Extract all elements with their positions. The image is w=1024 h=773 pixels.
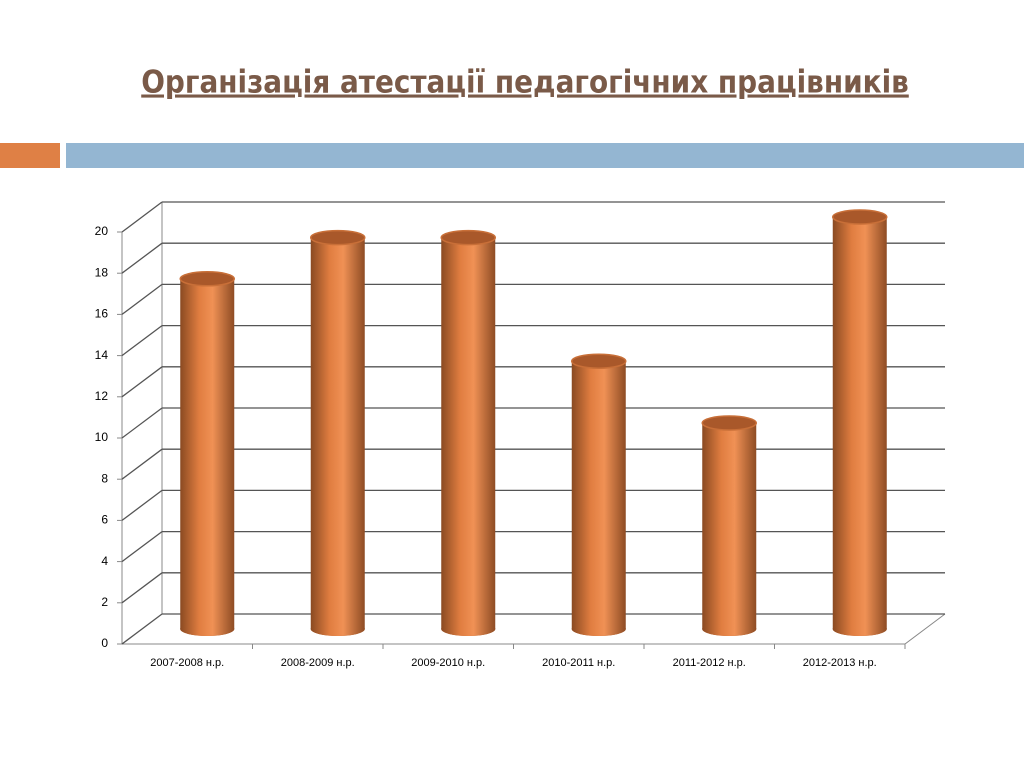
bar [702,423,757,629]
y-tick-label: 12 [95,389,109,403]
y-tick-label: 8 [101,471,108,485]
bar-base [180,622,235,636]
bar-top [440,229,496,246]
y-tick-label: 10 [95,430,109,444]
grid-line [121,613,163,645]
floor-edge [122,613,946,645]
bar-base [832,622,887,636]
grid-line [121,489,163,521]
y-tick-label: 14 [95,348,109,362]
x-tick-label: 2012-2013 н.р. [803,657,877,669]
y-tick-label: 20 [95,224,109,238]
y-tick-label: 4 [101,554,108,568]
x-tick-label: 2008-2009 н.р. [281,657,355,669]
grid-line [121,407,163,439]
grid-line [121,325,163,357]
chart: 0 2 4 6 8 10 12 14 16 18 20 2007-2008 н.р. 2008-2009… [95,201,946,669]
bar [832,217,887,629]
bar-top [179,271,235,287]
bar-base [441,622,496,636]
chart-title: Організація атестації педагогічних праці… [141,65,909,101]
bar [441,237,496,629]
grid-line [121,366,163,398]
y-tick-label: 6 [101,513,108,527]
grid-line [121,242,163,274]
accent-bar [0,143,60,168]
x-tick-label: 2010-2011 н.р. [542,657,615,669]
grid-line [121,201,163,233]
bar [180,278,235,629]
bar-top [310,229,366,246]
x-tick-label: 2007-2008 н.р. [150,657,224,669]
x-tick-label: 2011-2012 н.р. [673,657,746,669]
bar-base [310,622,365,636]
y-tick-label: 18 [95,265,109,279]
bar-top [701,415,757,431]
bar-top [571,353,627,369]
grid-line [121,448,163,480]
y-tick-label: 2 [101,595,108,609]
bar-base [702,622,757,636]
bar [310,237,365,629]
bar [571,361,626,629]
y-tick-label: 0 [101,636,108,650]
accent-bar [66,143,1024,168]
grid-line [121,531,163,563]
grid-line [121,283,163,315]
bar-top [832,209,888,225]
y-tick-label: 16 [95,307,109,321]
bar-base [571,622,626,636]
x-tick-label: 2009-2010 н.р. [411,657,485,669]
grid-line [121,572,163,604]
